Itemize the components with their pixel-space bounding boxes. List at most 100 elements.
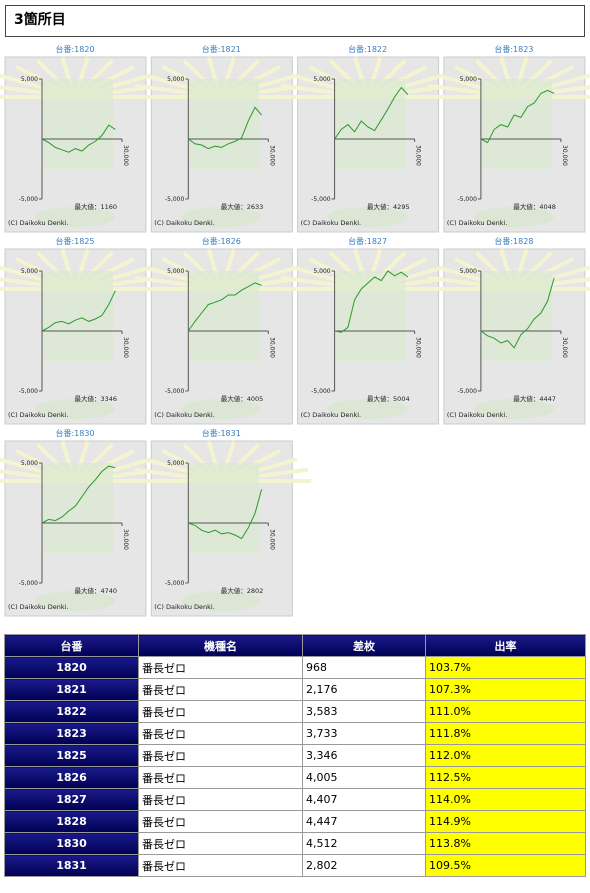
y-tick-label: -5,000 <box>165 196 185 203</box>
y-tick-label: -5,000 <box>19 580 39 587</box>
data-line <box>480 277 555 349</box>
max-annotation: 最大値：5004 <box>367 394 410 403</box>
machine-number: 1825 <box>4 744 139 767</box>
data-line <box>188 489 263 540</box>
y-tick-label: 5,000 <box>21 460 38 467</box>
max-annotation: 最大値：4048 <box>513 202 556 211</box>
mini-chart: 台番:1830 5,000 -5,000 30,000 最大値：4740 (C) Daik… <box>0 428 165 617</box>
chart-title: 台番:1822 <box>348 44 387 54</box>
max-annotation: 最大値：3346 <box>74 394 117 403</box>
payout-rate: 112.0% <box>425 744 586 767</box>
coin-diff: 3,733 <box>302 722 426 745</box>
machine-number: 1831 <box>4 854 139 877</box>
x-tick-label: 30,000 <box>268 529 275 550</box>
credit: (C) Daikoku Denki. <box>154 603 215 611</box>
machine-name: 番長ゼロ <box>138 788 303 811</box>
table-row: 1831 番長ゼロ 2,802 109.5% <box>4 854 586 877</box>
y-tick-label: 5,000 <box>313 76 330 83</box>
credit: (C) Daikoku Denki. <box>447 219 508 227</box>
machine-number: 1827 <box>4 788 139 811</box>
decor-base <box>181 399 262 419</box>
max-annotation: 最大値：2802 <box>221 586 264 595</box>
mini-chart: 台番:1831 5,000 -5,000 30,000 最大値：2802 (C) Daik… <box>131 428 312 617</box>
decor-panel <box>189 271 260 361</box>
y-tick-label: -5,000 <box>165 580 185 587</box>
payout-rate: 114.9% <box>425 810 586 833</box>
column-header: 台番 <box>4 634 139 657</box>
chart-title: 台番:1825 <box>55 236 94 246</box>
machine-number: 1820 <box>4 656 139 679</box>
x-tick-label: 30,000 <box>415 145 422 166</box>
max-annotation: 最大値：4740 <box>74 586 117 595</box>
max-annotation: 最大値：4005 <box>221 394 264 403</box>
coin-diff: 3,583 <box>302 700 426 723</box>
mini-chart: 台番:1821 5,000 -5,000 30,000 最大値：2633 (C) Daik… <box>131 44 312 233</box>
mini-chart: 台番:1825 5,000 -5,000 30,000 最大値：3346 (C) Daik… <box>0 236 165 425</box>
data-line <box>41 290 116 332</box>
credit: (C) Daikoku Denki. <box>301 219 362 227</box>
decor-base <box>35 207 115 227</box>
coin-diff: 968 <box>302 656 426 679</box>
machine-number: 1823 <box>4 722 139 745</box>
machine-number: 1821 <box>4 678 139 701</box>
machine-name: 番長ゼロ <box>138 810 303 833</box>
section-title: 3箇所目 <box>5 5 585 37</box>
table-row: 1830 番長ゼロ 4,512 113.8% <box>4 832 586 855</box>
x-tick-label: 30,000 <box>122 337 129 358</box>
data-line <box>334 86 409 140</box>
coin-diff: 3,346 <box>302 744 426 767</box>
decor-base <box>35 399 115 419</box>
decor-panel <box>481 79 552 169</box>
payout-rate: 103.7% <box>425 656 586 679</box>
data-line <box>41 124 116 153</box>
machine-number: 1826 <box>4 766 139 789</box>
payout-rate: 114.0% <box>425 788 586 811</box>
decor-base <box>181 207 262 227</box>
y-tick-label: -5,000 <box>311 196 331 203</box>
data-line <box>187 282 262 332</box>
table-row: 1828 番長ゼロ 4,447 114.9% <box>4 810 586 833</box>
credit: (C) Daikoku Denki. <box>8 411 69 419</box>
credit: (C) Daikoku Denki. <box>8 603 69 611</box>
coin-diff: 4,447 <box>302 810 426 833</box>
column-header: 差枚 <box>302 634 426 657</box>
decor-base <box>35 591 115 611</box>
mini-chart: 台番:1826 5,000 -5,000 30,000 最大値：4005 (C) Daik… <box>131 236 312 425</box>
data-line <box>41 465 116 524</box>
table-row: 1827 番長ゼロ 4,407 114.0% <box>4 788 586 811</box>
chart-title: 台番:1830 <box>55 428 94 438</box>
coin-diff: 4,005 <box>302 766 426 789</box>
machine-name: 番長ゼロ <box>138 700 303 723</box>
y-tick-label: 5,000 <box>21 268 38 275</box>
mini-chart: 台番:1823 5,000 -5,000 30,000 最大値：4048 (C) Daik… <box>423 44 590 233</box>
table-row: 1821 番長ゼロ 2,176 107.3% <box>4 678 586 701</box>
mini-chart: 台番:1822 5,000 -5,000 30,000 最大値：4295 (C) Daik… <box>277 44 458 233</box>
decor-panel <box>43 463 113 553</box>
data-line <box>334 270 409 333</box>
decor-base <box>327 207 408 227</box>
y-tick-label: -5,000 <box>19 388 39 395</box>
machine-number: 1828 <box>4 810 139 833</box>
x-tick-label: 30,000 <box>561 145 568 166</box>
x-tick-label: 30,000 <box>122 529 129 550</box>
y-tick-label: 5,000 <box>21 76 38 83</box>
y-tick-label: 5,000 <box>167 268 184 275</box>
table-row: 1820 番長ゼロ 968 103.7% <box>4 656 586 679</box>
machine-name: 番長ゼロ <box>138 656 303 679</box>
payout-rate: 111.0% <box>425 700 586 723</box>
y-tick-label: 5,000 <box>460 76 477 83</box>
chart-title: 台番:1826 <box>202 236 241 246</box>
y-tick-label: -5,000 <box>458 196 478 203</box>
decor-base <box>473 207 554 227</box>
decor-base <box>327 399 408 419</box>
machine-name: 番長ゼロ <box>138 744 303 767</box>
chart-title: 台番:1820 <box>55 44 94 54</box>
coin-diff: 2,176 <box>302 678 426 701</box>
machine-name: 番長ゼロ <box>138 678 303 701</box>
y-tick-label: 5,000 <box>167 460 184 467</box>
decor-panel <box>335 79 406 169</box>
payout-rate: 112.5% <box>425 766 586 789</box>
max-annotation: 最大値：4295 <box>367 202 410 211</box>
credit: (C) Daikoku Denki. <box>8 219 69 227</box>
